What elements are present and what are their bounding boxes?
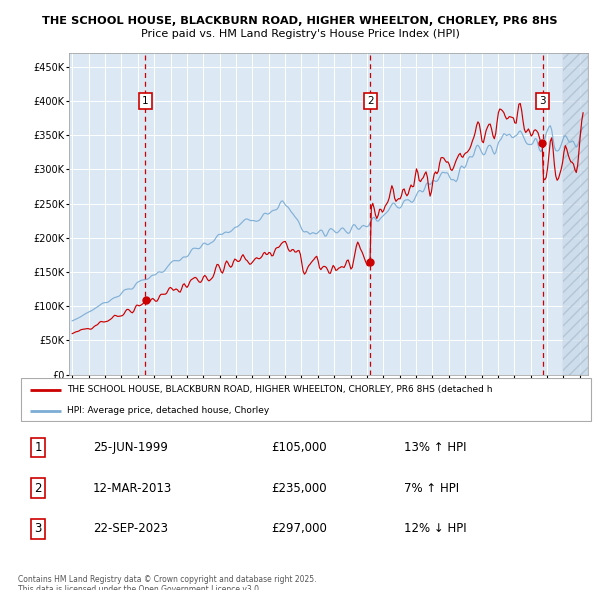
- Text: 1: 1: [142, 96, 149, 106]
- Text: Contains HM Land Registry data © Crown copyright and database right 2025.
This d: Contains HM Land Registry data © Crown c…: [18, 575, 317, 590]
- Text: 1: 1: [34, 441, 42, 454]
- Text: 13% ↑ HPI: 13% ↑ HPI: [404, 441, 466, 454]
- Text: 22-SEP-2023: 22-SEP-2023: [93, 522, 168, 535]
- Text: THE SCHOOL HOUSE, BLACKBURN ROAD, HIGHER WHEELTON, CHORLEY, PR6 8HS (detached h: THE SCHOOL HOUSE, BLACKBURN ROAD, HIGHER…: [67, 385, 493, 395]
- Text: HPI: Average price, detached house, Chorley: HPI: Average price, detached house, Chor…: [67, 407, 269, 415]
- Text: THE SCHOOL HOUSE, BLACKBURN ROAD, HIGHER WHEELTON, CHORLEY, PR6 8HS: THE SCHOOL HOUSE, BLACKBURN ROAD, HIGHER…: [42, 16, 558, 25]
- Text: £105,000: £105,000: [271, 441, 327, 454]
- Text: 3: 3: [539, 96, 546, 106]
- Text: 2: 2: [34, 481, 42, 495]
- Text: 25-JUN-1999: 25-JUN-1999: [93, 441, 168, 454]
- Text: 3: 3: [34, 522, 42, 535]
- Text: Price paid vs. HM Land Registry's House Price Index (HPI): Price paid vs. HM Land Registry's House …: [140, 30, 460, 39]
- Bar: [563, 53, 588, 375]
- Text: 7% ↑ HPI: 7% ↑ HPI: [404, 481, 459, 495]
- Text: 12% ↓ HPI: 12% ↓ HPI: [404, 522, 467, 535]
- Text: £235,000: £235,000: [271, 481, 327, 495]
- Text: 2: 2: [367, 96, 373, 106]
- Text: 12-MAR-2013: 12-MAR-2013: [93, 481, 172, 495]
- FancyBboxPatch shape: [21, 379, 591, 421]
- Text: £297,000: £297,000: [271, 522, 328, 535]
